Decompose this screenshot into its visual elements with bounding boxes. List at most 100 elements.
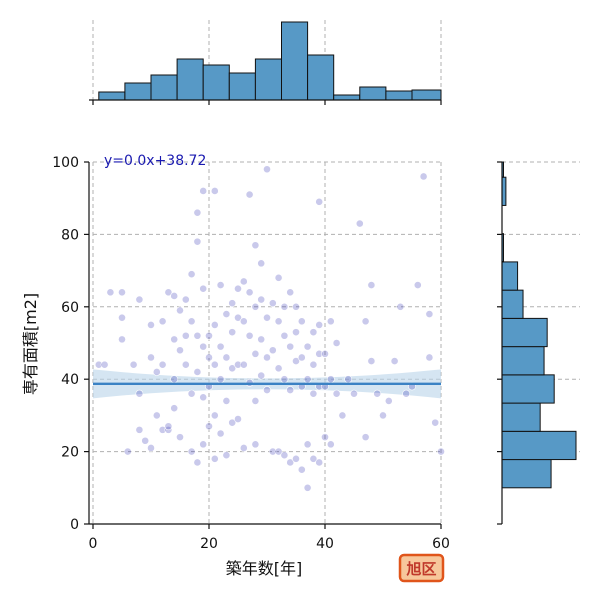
y-hist-bar	[501, 346, 545, 376]
data-point	[228, 418, 237, 427]
data-point	[176, 306, 184, 315]
data-point	[170, 335, 179, 344]
data-point	[367, 281, 376, 289]
data-point	[135, 425, 144, 434]
data-point	[205, 331, 213, 340]
data-point	[147, 353, 155, 362]
data-point	[176, 433, 184, 442]
y-marginal-histogram	[497, 161, 580, 525]
data-point	[274, 273, 283, 282]
data-point	[367, 357, 376, 365]
data-point	[245, 288, 254, 297]
data-point	[257, 259, 266, 268]
data-point	[234, 313, 242, 322]
data-point	[118, 288, 126, 297]
data-point	[106, 288, 115, 297]
data-point	[390, 357, 399, 365]
x-tick-label: 20	[200, 536, 218, 552]
data-point	[361, 317, 370, 326]
data-point	[344, 375, 353, 384]
data-point	[355, 219, 364, 228]
data-point	[251, 440, 260, 449]
data-point	[216, 375, 225, 384]
data-point	[361, 433, 370, 442]
data-point	[228, 299, 237, 308]
data-point	[187, 317, 196, 326]
x-tick-label: 60	[432, 536, 450, 552]
data-point	[193, 458, 202, 467]
data-point	[268, 447, 277, 456]
data-point	[384, 397, 393, 405]
data-point	[251, 302, 260, 311]
data-point	[118, 335, 126, 344]
x-hist-bar	[254, 58, 282, 101]
data-point	[280, 331, 289, 340]
data-point	[239, 317, 248, 326]
data-point	[210, 411, 219, 420]
y-tick-label: 100	[52, 155, 79, 171]
data-point	[239, 444, 248, 452]
data-point	[286, 458, 295, 467]
data-point	[326, 375, 335, 384]
x-hist-bar	[202, 64, 230, 101]
data-point	[234, 415, 242, 423]
data-point	[303, 375, 312, 384]
data-point	[297, 465, 306, 474]
data-point	[396, 302, 405, 311]
data-point	[222, 310, 231, 318]
data-point	[315, 458, 324, 467]
y-hist-bar	[501, 402, 541, 432]
data-point	[193, 368, 202, 376]
data-point	[158, 360, 167, 369]
data-point	[147, 444, 155, 452]
data-point	[129, 360, 138, 369]
data-point	[425, 353, 434, 362]
x-axis-label: 築年数[年]	[226, 559, 303, 578]
x-hist-bar	[228, 72, 256, 101]
data-point	[280, 451, 289, 460]
data-point	[170, 375, 179, 384]
data-point	[164, 288, 173, 297]
data-point	[141, 436, 150, 445]
data-point	[228, 364, 237, 373]
x-hist-bar	[150, 74, 178, 101]
data-point	[245, 331, 254, 340]
x-tick-label: 40	[316, 536, 334, 552]
y-hist-bar	[501, 317, 548, 348]
data-point	[315, 197, 324, 206]
data-point	[158, 425, 167, 434]
data-point	[152, 368, 161, 376]
data-point	[199, 440, 208, 449]
data-point	[193, 331, 202, 340]
y-hist-bar	[501, 261, 519, 291]
data-point	[245, 190, 254, 199]
x-marginal-histogram	[89, 20, 442, 105]
data-point	[210, 360, 219, 369]
data-point	[251, 349, 260, 358]
data-point	[286, 288, 295, 297]
data-point	[239, 360, 248, 369]
data-point	[309, 328, 318, 337]
data-point	[210, 187, 219, 195]
data-point	[257, 371, 266, 380]
data-point	[181, 331, 190, 340]
data-point	[222, 451, 231, 460]
data-point	[268, 299, 277, 308]
data-point	[303, 483, 312, 492]
data-point	[274, 317, 283, 326]
data-point	[210, 454, 219, 463]
data-point	[303, 440, 312, 449]
data-point	[297, 317, 306, 326]
regression-annotation: y=0.0x+38.72	[104, 153, 206, 169]
y-axis-label: 専有面積[m2]	[21, 293, 40, 395]
data-point	[321, 349, 329, 358]
data-point	[251, 241, 260, 250]
data-point	[135, 295, 144, 304]
data-point	[181, 295, 190, 304]
data-point	[425, 310, 434, 318]
data-point	[94, 360, 103, 369]
data-point	[135, 389, 144, 398]
y-tick-label: 0	[70, 517, 79, 533]
data-point	[280, 302, 289, 311]
